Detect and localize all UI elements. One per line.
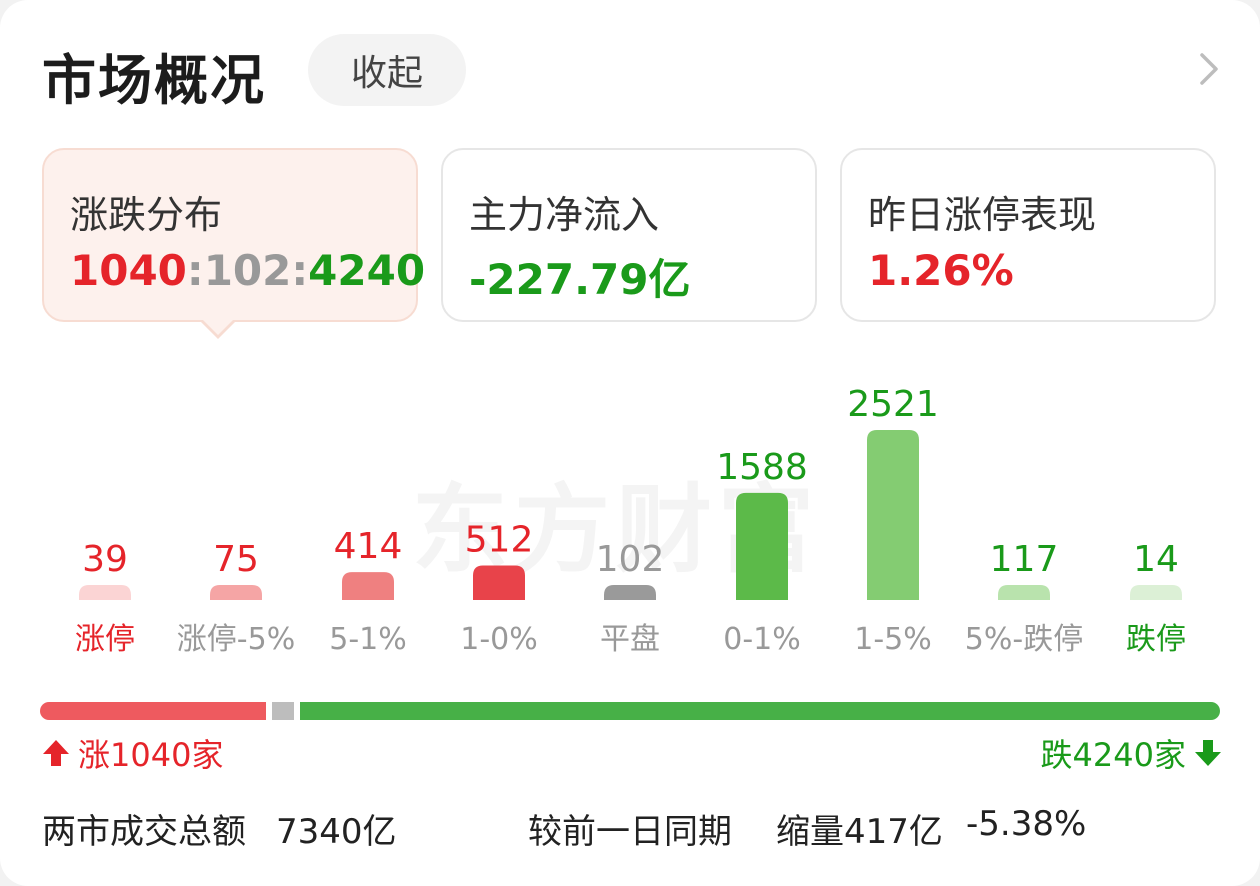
bar-group: 102 平盘 [596,539,665,657]
card-pointer-inner [202,319,234,335]
bar [736,492,788,600]
bar-group: 1588 0-1% [716,447,808,657]
arrow-up-icon [43,740,69,766]
turnover-label: 两市成交总额 [42,812,246,852]
bar-group: 512 1-0% [460,519,538,657]
category-label: 1-5% [854,622,932,657]
bar-value-label: 39 [82,539,128,580]
advance-segment [40,702,266,720]
card-main-net-inflow[interactable]: 主力净流入 -227.79亿 [441,148,817,322]
category-label: 平盘 [600,622,660,657]
bar-group: 117 5%-跌停 [965,539,1083,657]
bar-value-label: 102 [596,539,665,580]
bar [998,585,1050,600]
bar [604,585,656,600]
advance-summary: 涨1040家 [42,730,223,776]
bar [210,585,262,600]
bar-group: 39 涨停 [75,539,135,657]
bar-value-label: 117 [990,539,1059,580]
bar-group: 414 5-1% [329,526,407,657]
card-title: 主力净流入 [469,193,660,237]
separator: : [291,246,309,295]
category-label: 5%-跌停 [965,622,1083,657]
chevron-right-icon[interactable] [1192,52,1226,86]
bar [79,585,131,600]
bar-group: 14 跌停 [1126,539,1186,657]
advance-decline-ratio: 1040:102:4240 [70,246,425,295]
bar-value-label: 14 [1133,539,1179,580]
decline-count: 4240 [308,246,426,295]
category-label: 涨停-5% [177,622,295,657]
bar-value-label: 512 [465,519,534,560]
card-title: 涨跌分布 [70,193,223,237]
category-label: 5-1% [329,622,407,657]
flat-segment [272,702,294,720]
arrow-down-icon [1195,740,1221,766]
collapse-button[interactable]: 收起 [308,34,466,106]
flat-count: 102 [203,246,292,295]
bar [342,572,394,600]
bar-value-label: 1588 [716,447,808,488]
decline-summary-label: 跌4240家 [1040,736,1186,774]
net-inflow-value: -227.79亿 [469,255,691,304]
category-label: 0-1% [723,622,801,657]
change-percent: -5.38% [966,804,1087,844]
compare-label: 较前一日同期 [528,812,732,852]
category-label: 1-0% [460,622,538,657]
card-limit-up-performance[interactable]: 昨日涨停表现 1.26% [840,148,1216,322]
decline-summary: 跌4240家 [1041,730,1222,776]
distribution-bar-chart: 39 涨停 75 涨停-5% 414 5-1% 512 1-0% 102 平盘 1588 0-1% 25… [75,384,1186,657]
bar [473,565,525,600]
advance-count: 1040 [70,246,187,295]
bar-group: 2521 1-5% [847,384,939,657]
bar-group: 75 涨停-5% [177,539,295,657]
card-advance-decline[interactable]: 涨跌分布 1040:102:4240 [42,148,425,322]
bar-value-label: 75 [213,539,259,580]
page-title: 市场概况 [42,49,266,112]
limit-up-performance-value: 1.26% [868,246,1014,295]
change-amount: 缩量417亿 [776,812,943,852]
card-title: 昨日涨停表现 [868,193,1097,237]
separator: : [186,246,204,295]
turnover-value: 7340亿 [276,812,397,852]
bar [867,430,919,600]
category-label: 跌停 [1126,622,1186,657]
bar [1130,585,1182,600]
category-label: 涨停 [75,622,135,657]
decline-segment [300,702,1220,720]
bar-value-label: 414 [334,526,403,567]
bar-value-label: 2521 [847,384,939,425]
advance-summary-label: 涨1040家 [78,736,224,774]
